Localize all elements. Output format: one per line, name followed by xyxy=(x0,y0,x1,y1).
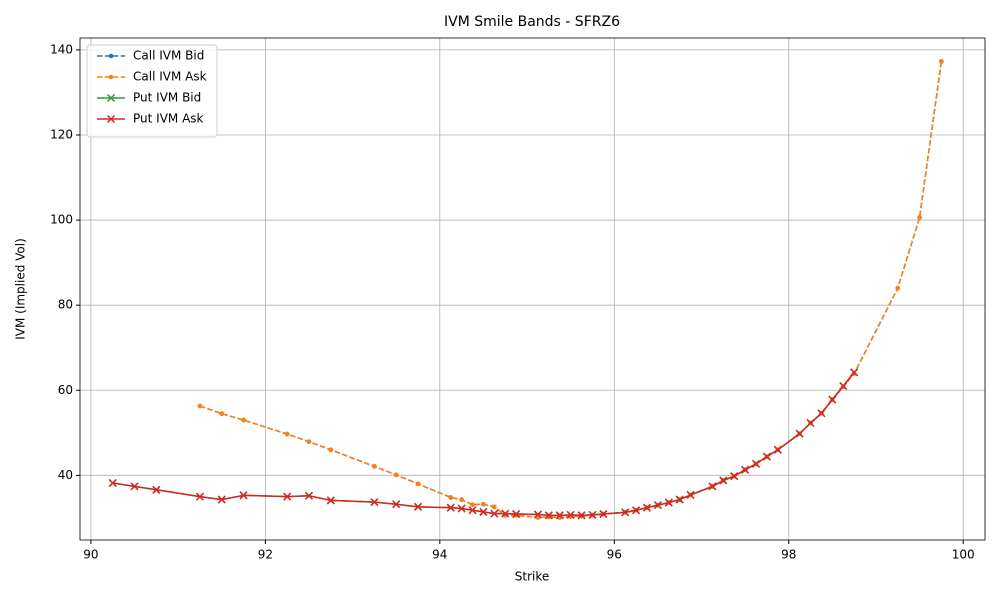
point xyxy=(719,476,728,485)
point xyxy=(197,403,203,409)
point xyxy=(457,504,466,513)
point xyxy=(306,439,312,445)
legend-marker xyxy=(106,114,116,124)
point xyxy=(839,381,848,391)
y-tick-label: 120 xyxy=(50,127,73,141)
point xyxy=(372,464,377,469)
point xyxy=(642,503,652,512)
legend-box xyxy=(86,44,218,138)
point xyxy=(415,481,421,487)
point xyxy=(479,507,488,516)
point xyxy=(895,285,901,291)
point xyxy=(284,431,290,437)
point xyxy=(566,510,575,519)
y-tick-label: 60 xyxy=(58,383,73,397)
x-tick-label: 98 xyxy=(781,548,796,562)
point xyxy=(751,459,761,468)
point xyxy=(413,502,423,511)
point xyxy=(544,511,553,520)
point xyxy=(795,429,804,438)
point xyxy=(588,510,597,519)
x-tick-label: 100 xyxy=(952,548,975,562)
legend-marker xyxy=(106,93,116,103)
point xyxy=(577,511,586,520)
point xyxy=(459,497,464,502)
point xyxy=(533,510,542,519)
point xyxy=(632,506,641,515)
legend-label: Put IVM Bid xyxy=(133,91,201,105)
point xyxy=(326,496,335,505)
point xyxy=(241,417,246,423)
point xyxy=(773,445,782,454)
point xyxy=(470,502,475,507)
x-tick-label: 96 xyxy=(607,548,622,562)
point xyxy=(828,395,837,404)
legend-label: Call IVM Bid xyxy=(133,49,204,63)
point xyxy=(708,482,717,491)
point xyxy=(130,482,139,491)
series-line xyxy=(112,371,855,517)
point xyxy=(490,509,499,518)
point xyxy=(806,418,815,428)
y-tick-label: 140 xyxy=(50,42,73,56)
point xyxy=(370,498,379,507)
point xyxy=(501,509,510,518)
point xyxy=(328,447,334,453)
point xyxy=(195,492,204,501)
x-tick-label: 92 xyxy=(258,548,273,562)
point xyxy=(762,452,771,461)
point xyxy=(686,490,695,499)
point xyxy=(621,508,630,517)
legend-marker xyxy=(108,74,114,80)
point xyxy=(448,495,454,500)
point xyxy=(304,491,314,500)
point xyxy=(850,368,859,377)
point xyxy=(675,495,684,504)
point xyxy=(599,510,608,519)
legend-label: Call IVM Ask xyxy=(133,70,207,84)
x-tick-label: 90 xyxy=(83,548,98,562)
point xyxy=(108,478,117,488)
point xyxy=(653,501,662,510)
point xyxy=(817,409,826,418)
y-tick-label: 40 xyxy=(58,468,73,482)
point xyxy=(468,506,477,515)
chart-title: IVM Smile Bands - SFRZ6 xyxy=(444,14,620,30)
plot-area xyxy=(108,59,944,520)
point xyxy=(730,472,739,481)
y-axis-label: IVM (Implied Vol) xyxy=(14,238,28,340)
point xyxy=(239,491,248,500)
point xyxy=(283,492,292,501)
point xyxy=(664,498,673,507)
x-axis-label: Strike xyxy=(515,570,550,584)
x-tick-label: 94 xyxy=(432,548,447,562)
point xyxy=(481,501,486,507)
point xyxy=(219,411,225,416)
point xyxy=(939,59,944,64)
point xyxy=(152,485,161,494)
point xyxy=(393,472,399,478)
legend-marker xyxy=(108,53,114,59)
legend-label: Put IVM Ask xyxy=(133,112,204,126)
point xyxy=(555,511,564,520)
y-tick-label: 80 xyxy=(58,298,73,312)
point xyxy=(446,503,455,512)
point xyxy=(392,500,401,509)
point xyxy=(217,495,226,504)
axes-frame xyxy=(79,37,986,541)
legend: Call IVM Bid Call IVM Ask Put IVM Bid Put I… xyxy=(86,44,218,138)
y-tick-label: 100 xyxy=(50,213,73,227)
point xyxy=(492,504,497,510)
point xyxy=(917,215,922,220)
point xyxy=(512,510,521,519)
point xyxy=(741,465,750,474)
